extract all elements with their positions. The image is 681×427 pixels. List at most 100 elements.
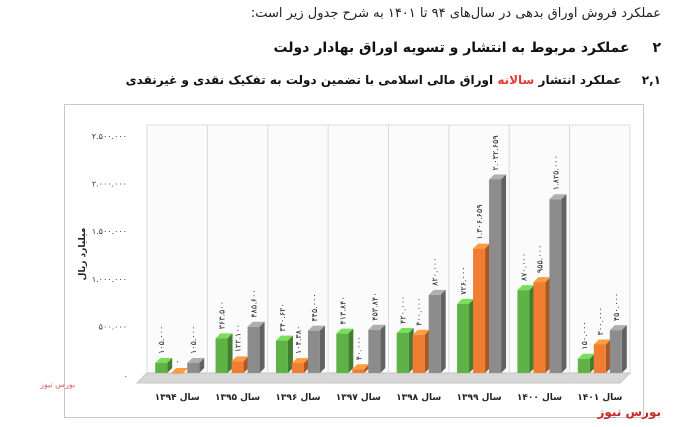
bar-side xyxy=(199,358,205,373)
bar xyxy=(275,340,288,373)
bar-top xyxy=(577,353,595,359)
data-label: ۳۰۰.۰۰۰ xyxy=(596,307,605,335)
bar-side xyxy=(545,277,551,373)
data-label: ۱۰۴.۳۸۰ xyxy=(294,326,303,354)
x-tick-label: سال ۱۳۹۹ xyxy=(456,393,501,403)
bar-side xyxy=(227,333,233,373)
data-label: ۱۲۲.۱۰۰ xyxy=(234,324,243,352)
bar-top xyxy=(517,285,535,291)
bar xyxy=(155,363,168,373)
bar xyxy=(291,363,304,373)
data-label: ۸۲۰.۰۰۰ xyxy=(431,258,440,286)
bar-top xyxy=(187,358,205,364)
data-label: ۲.۰۳۲.۶۵۹ xyxy=(491,135,500,170)
bar xyxy=(412,334,425,373)
data-label: ۴۴۵.۰۰۰ xyxy=(310,293,319,321)
bar xyxy=(187,363,200,373)
x-tick-label: سال ۱۳۹۶ xyxy=(275,393,320,403)
bar-top xyxy=(171,368,189,373)
bar xyxy=(473,248,486,373)
bar xyxy=(457,303,470,373)
bar-top xyxy=(307,325,325,331)
bar xyxy=(247,326,260,373)
subsection-number: ۲,۱ xyxy=(641,73,661,87)
bar-top xyxy=(336,328,354,334)
bar-side xyxy=(589,353,595,373)
bar-top xyxy=(489,174,507,180)
bar-top xyxy=(533,277,551,283)
bar-side xyxy=(529,285,535,373)
y-tick-label: ۱.۰۰۰.۰۰۰ xyxy=(92,275,127,284)
bar-side xyxy=(424,329,430,373)
y-tick-label: ۵۰۰.۰۰۰ xyxy=(99,322,127,331)
bar-top xyxy=(473,243,491,249)
data-label: ۴۰.۰۰۰ xyxy=(354,336,363,360)
data-label: ۴۱۳.۸۴۰ xyxy=(338,296,347,324)
bar xyxy=(307,330,320,373)
bar-side xyxy=(303,358,309,373)
y-axis-title: میلیارد ریال xyxy=(78,228,88,281)
data-label: ۱.۳۰۶.۶۵۹ xyxy=(475,204,484,239)
bar xyxy=(593,344,606,373)
x-tick-label: سال ۱۴۰۱ xyxy=(577,393,622,403)
bar-top xyxy=(291,358,309,364)
data-label: ۰ xyxy=(173,360,182,364)
bar-side xyxy=(408,328,414,373)
bar-top xyxy=(396,328,414,334)
bar xyxy=(577,358,590,373)
bar xyxy=(396,333,409,373)
bar xyxy=(231,361,244,373)
data-label: ۴۲۰.۰۰۰ xyxy=(399,296,408,324)
data-label: ۱.۸۲۵.۰۰۰ xyxy=(551,155,560,190)
bar-side xyxy=(364,364,370,373)
bar xyxy=(171,373,184,374)
data-label: ۷۲۶.۰۰۰ xyxy=(459,267,468,295)
watermark-stamp: بورس نیوز xyxy=(40,380,76,389)
bar-side xyxy=(485,243,491,373)
bar-side xyxy=(440,289,446,373)
bar-chart: . ۵۰۰.۰۰۰ ۱.۰۰۰.۰۰۰ ۱.۵۰۰.۰۰۰ ۲.۰۰۰.۰۰۰ ۲.۵۰۰… xyxy=(78,124,632,403)
bar-top xyxy=(155,358,173,364)
data-label: ۸۷۰.۰۰۰ xyxy=(519,253,528,281)
bar-side xyxy=(621,325,627,373)
brand-logo-text: بورس نیوز xyxy=(597,405,661,419)
bar-top xyxy=(593,339,611,345)
bar xyxy=(368,329,381,373)
bar-side xyxy=(605,339,611,373)
bar xyxy=(517,290,530,373)
y-tick-label: ۱.۵۰۰.۰۰۰ xyxy=(92,227,127,236)
x-tick-label: سال ۱۴۰۰ xyxy=(517,393,562,403)
x-tick-label: سال ۱۳۹۸ xyxy=(396,393,441,403)
bar-side xyxy=(319,325,325,373)
data-label: ۱۰۵.۰۰۰ xyxy=(189,326,198,354)
subsection-title-highlight: سالانه xyxy=(497,73,535,87)
data-label: ۱۰۵.۰۰۰ xyxy=(157,326,166,354)
bar-top xyxy=(247,321,265,327)
chart-frame: . ۵۰۰.۰۰۰ ۱.۰۰۰.۰۰۰ ۱.۵۰۰.۰۰۰ ۲.۰۰۰.۰۰۰ ۲.۵۰۰… xyxy=(64,104,644,418)
bar-top xyxy=(352,364,370,370)
y-tick-label: ۲.۵۰۰.۰۰۰ xyxy=(92,132,127,141)
data-label: ۴۸۵.۶۰۰ xyxy=(250,289,259,317)
data-label: ۹۵۵.۰۰۰ xyxy=(535,245,544,273)
y-tick-label: . xyxy=(124,370,127,379)
x-tick-label: سال ۱۳۹۴ xyxy=(155,393,200,403)
bar-side xyxy=(287,335,293,373)
bar-top xyxy=(609,325,627,331)
bar xyxy=(609,330,622,373)
data-label: ۴۰۰.۰۰۰ xyxy=(415,298,424,326)
bar-side xyxy=(561,194,567,373)
data-label: ۱۵۰.۰۰۰ xyxy=(580,321,589,349)
x-tick-label: سال ۱۳۹۷ xyxy=(336,393,381,403)
intro-text: عملکرد فروش اوراق بدهی در سال‌های ۹۴ تا … xyxy=(250,6,661,21)
bar xyxy=(336,333,349,373)
bar xyxy=(352,369,365,373)
bar-side xyxy=(348,328,354,373)
data-label: ۴۵۳.۸۴۰ xyxy=(370,292,379,320)
y-tick-label: ۲.۰۰۰.۰۰۰ xyxy=(92,180,127,189)
bar-top xyxy=(275,335,293,341)
bar-side xyxy=(380,324,386,373)
bar xyxy=(533,282,546,373)
bar-top xyxy=(412,329,430,335)
bar-top xyxy=(457,298,475,304)
chart-floor xyxy=(135,372,632,384)
